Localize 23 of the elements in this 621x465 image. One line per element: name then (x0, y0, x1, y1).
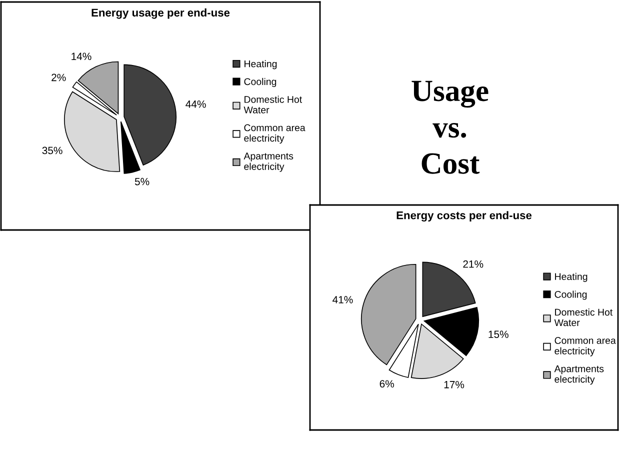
data-label: 44% (186, 100, 206, 108)
legend-label: Domestic Hot Water (554, 308, 613, 326)
legend-label: Heating (244, 60, 277, 70)
data-label: 6% (380, 380, 394, 388)
data-label: 5% (134, 178, 150, 186)
data-label: 21% (463, 260, 484, 268)
data-label: 41% (332, 296, 353, 304)
data-label: 2% (52, 74, 66, 82)
data-label: 14% (72, 52, 92, 60)
legend-label: Domestic Hot Water (244, 96, 302, 114)
legend-label: Common area electricity (554, 337, 616, 356)
chart-title: Energy costs per end-use (396, 211, 532, 222)
data-label: 35% (42, 146, 62, 154)
data-label: 15% (488, 330, 508, 338)
legend-label: Cooling (554, 290, 587, 300)
data-label: 17% (444, 380, 464, 388)
text: Usage vs. Cost (412, 80, 488, 174)
chart-title: Energy usage per end-use (92, 8, 230, 19)
legend-label: Apartments electricity (244, 152, 294, 172)
legend-label: Heating (555, 272, 588, 282)
legend-label: Common area electricity (244, 124, 306, 144)
legend-label: Cooling (244, 78, 276, 88)
legend-label: Apartments electricity (554, 365, 604, 385)
